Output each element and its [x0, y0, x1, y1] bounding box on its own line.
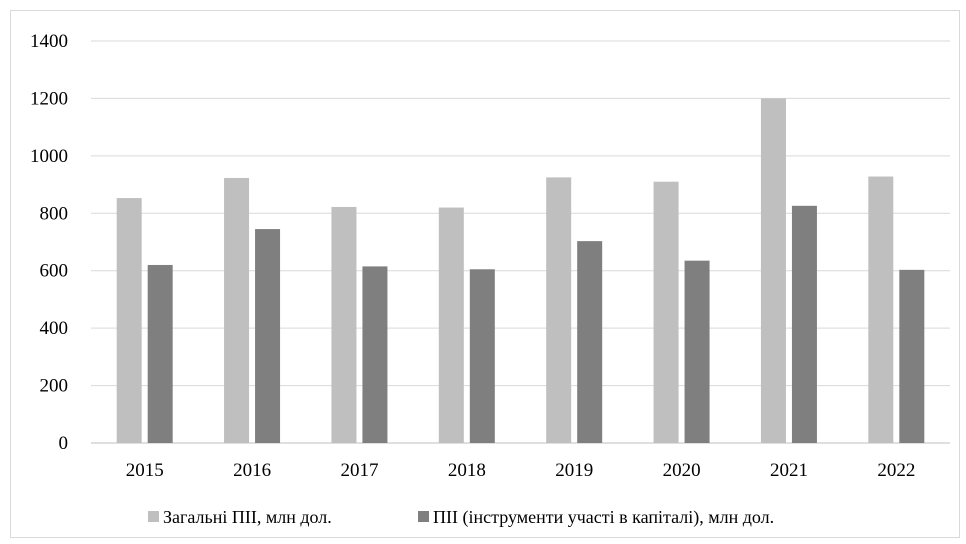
x-tick-label: 2020	[663, 460, 701, 481]
bar-equity-fdi-2018	[469, 269, 495, 443]
bar-total-fdi-2020	[653, 181, 679, 443]
x-tick-label: 2018	[448, 460, 486, 481]
bar-total-fdi-2021	[760, 98, 786, 443]
bar-total-fdi-2015	[116, 198, 142, 443]
bar-total-fdi-2016	[224, 177, 250, 443]
bar-total-fdi-2017	[331, 206, 357, 443]
x-tick-label: 2019	[555, 460, 593, 481]
bar-equity-fdi-2017	[362, 266, 388, 443]
y-tick-label: 1000	[30, 146, 68, 167]
legend: Загальні ПІІ, млн дол. ПІІ (інструменти у…	[148, 507, 774, 528]
x-tick-label: 2017	[340, 460, 378, 481]
bar-equity-fdi-2016	[255, 229, 281, 443]
y-tick-label: 1200	[30, 88, 68, 109]
gridlines	[91, 40, 950, 444]
legend-swatch	[418, 511, 429, 522]
legend-label: Загальні ПІІ, млн дол.	[163, 507, 332, 527]
bar-equity-fdi-2021	[791, 205, 817, 443]
y-tick-label: 400	[40, 318, 69, 339]
y-tick-label: 800	[40, 203, 69, 224]
y-axis-ticks: 0 200 400 600 800 1000 1200 1400	[30, 31, 68, 454]
bar-equity-fdi-2022	[899, 269, 925, 443]
bars	[116, 98, 925, 443]
x-tick-label: 2015	[126, 460, 164, 481]
legend-swatch	[148, 511, 159, 522]
legend-label: ПІІ (інструменти участі в капіталі), млн…	[433, 507, 774, 528]
bar-equity-fdi-2019	[577, 241, 603, 443]
bar-total-fdi-2018	[438, 207, 464, 443]
bar-total-fdi-2019	[546, 177, 572, 443]
bar-total-fdi-2022	[868, 176, 894, 443]
x-tick-label: 2021	[770, 460, 808, 481]
bar-equity-fdi-2015	[147, 264, 173, 443]
y-tick-label: 600	[40, 261, 69, 282]
y-tick-label: 0	[59, 433, 69, 454]
x-tick-label: 2016	[233, 460, 271, 481]
x-tick-label: 2022	[877, 460, 915, 481]
x-axis-labels: 2015 2016 2017 2018 2019 2020 2021 2022	[126, 460, 916, 481]
y-tick-label: 200	[40, 376, 69, 397]
bar-equity-fdi-2020	[684, 260, 710, 443]
y-tick-label: 1400	[30, 31, 68, 52]
